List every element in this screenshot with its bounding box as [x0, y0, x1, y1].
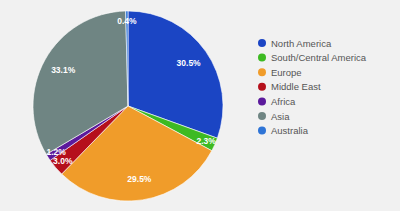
legend: North America South/Central America Europe… — [258, 38, 367, 137]
legend-item: North America — [258, 38, 332, 49]
legend-label: Middle East — [271, 81, 321, 92]
legend-marker — [258, 68, 266, 76]
data-label: 2.3% — [196, 136, 216, 146]
data-label: 29.5% — [127, 174, 152, 184]
legend-marker — [258, 39, 266, 47]
legend-label: Australia — [271, 125, 309, 136]
pie — [33, 11, 223, 201]
legend-item: Australia — [258, 125, 309, 136]
data-label: 33.1% — [51, 65, 76, 75]
legend-label: Asia — [271, 111, 290, 122]
legend-label: North America — [271, 38, 332, 49]
chart: 30.5% 2.3% 29.5% 3.0%1.2% 33.1% 0.4% North Ame… — [0, 0, 400, 211]
data-label: 0.4% — [117, 16, 137, 26]
data-label: 3.0% — [53, 156, 73, 166]
legend-item: Africa — [258, 96, 296, 107]
legend-item: Europe — [258, 67, 302, 78]
data-label: 1.2% — [46, 147, 66, 157]
pie-slice — [33, 11, 128, 154]
legend-marker — [258, 127, 266, 135]
legend-marker — [258, 54, 266, 62]
data-label: 30.5% — [177, 58, 202, 68]
legend-item: South/Central America — [258, 52, 367, 63]
legend-label: South/Central America — [271, 52, 367, 63]
legend-marker — [258, 97, 266, 105]
legend-marker — [258, 83, 266, 91]
legend-item: Middle East — [258, 81, 321, 92]
legend-label: Europe — [271, 67, 302, 78]
data-labels: 30.5% 2.3% 29.5% 3.0%1.2% 33.1% 0.4% — [46, 16, 216, 185]
legend-label: Africa — [271, 96, 296, 107]
legend-item: Asia — [258, 111, 290, 122]
legend-marker — [258, 112, 266, 120]
